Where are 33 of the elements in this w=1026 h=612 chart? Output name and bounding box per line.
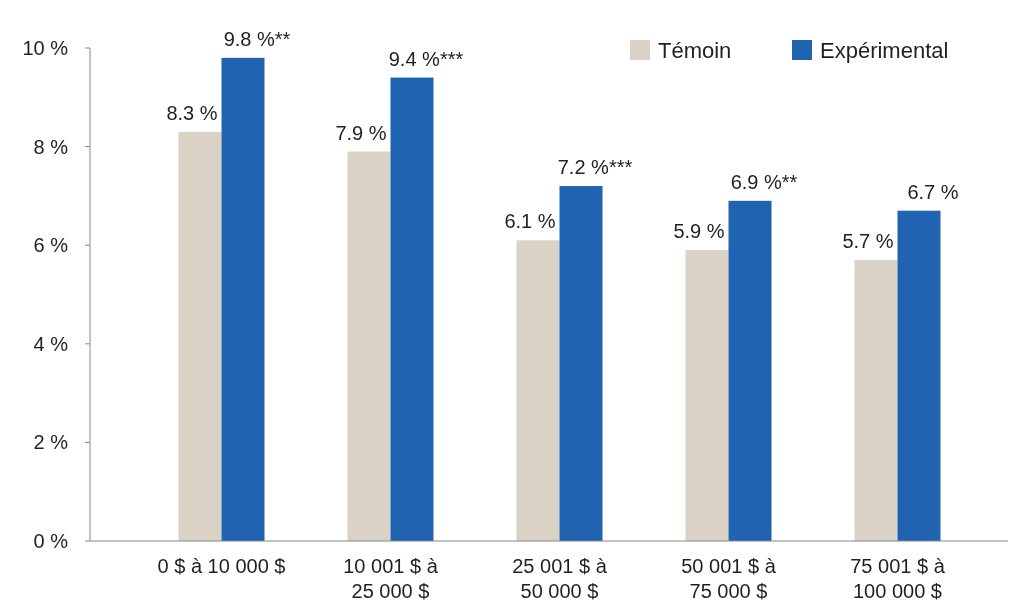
x-tick-label: 10 001 $ à 25 000 $ [343,555,439,602]
bar [559,186,603,541]
y-tick-label: 6 % [33,234,69,257]
data-label: 9.8 %** [223,27,291,50]
x-tick-label: 50 001 $ à 75 000 $ [681,555,777,602]
bar [854,259,898,541]
data-label: 5.9 % [673,220,725,243]
y-tick-label: 2 % [33,431,69,454]
bar [516,240,560,541]
bar [221,57,265,541]
bar [178,131,222,541]
bar [897,210,941,541]
data-label: 6.9 %** [730,170,798,193]
x-tick-label: 0 $ à 10 000 $ [157,555,286,577]
y-tick-label: 4 % [33,332,69,355]
data-label: 5.7 % [842,229,894,252]
bar [685,250,729,541]
y-tick-label: 0 % [33,530,69,552]
y-tick-label: 10 % [22,37,69,59]
bar [728,200,772,541]
bar [390,77,434,541]
data-label: 7.2 %*** [557,156,633,179]
bar [347,151,391,541]
data-label: 8.3 % [166,101,218,124]
x-tick-label: 75 001 $ à 100 000 $ [850,555,946,602]
data-label: 9.4 %*** [388,47,464,70]
data-label: 7.9 % [335,121,387,144]
y-tick-label: 8 % [33,135,69,158]
data-label: 6.7 % [907,180,959,203]
data-label: 6.1 % [504,210,556,233]
x-tick-label: 25 001 $ à 50 000 $ [512,555,608,602]
legend-label: Témoin [658,38,732,63]
legend-label: Expérimental [820,38,949,63]
